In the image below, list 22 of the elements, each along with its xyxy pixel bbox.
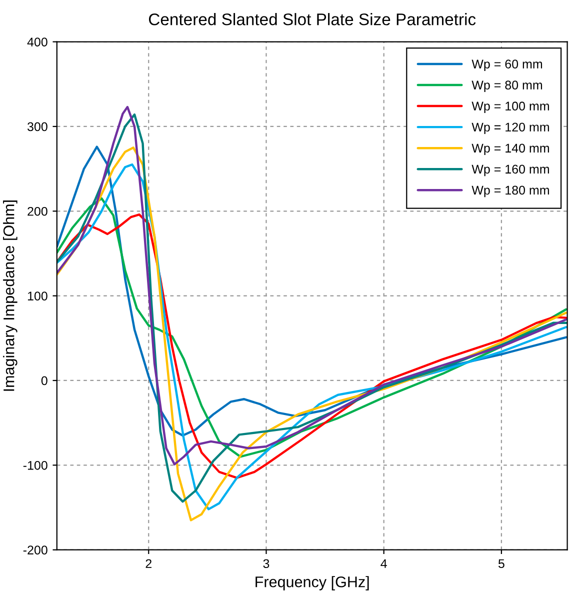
- chart-title: Centered Slanted Slot Plate Size Parametric: [148, 13, 476, 26]
- y-tick-label: 300: [27, 122, 48, 132]
- x-tick-label: 5: [498, 559, 504, 568]
- y-tick-label: 200: [28, 206, 48, 216]
- legend-label: Wp = 80 mm: [472, 80, 542, 92]
- x-tick-label: 3: [263, 559, 270, 568]
- y-tick-label: 100: [28, 292, 48, 300]
- y-tick-label: -100: [23, 460, 48, 470]
- y-tick-label: 0: [41, 376, 48, 386]
- legend-label: Wp = 120 mm: [472, 122, 549, 134]
- y-tick-label: 400: [27, 38, 48, 46]
- y-axis-title: Imaginary Impedance [Ohm]: [3, 200, 18, 391]
- x-tick-label: 2: [146, 559, 152, 568]
- legend-label: Wp = 140 mm: [472, 144, 549, 156]
- legend-label: Wp = 160 mm: [472, 164, 549, 176]
- legend-label: Wp = 60 mm: [472, 60, 542, 71]
- y-tick-label: -200: [23, 546, 48, 554]
- legend-label: Wp = 100 mm: [472, 102, 549, 113]
- x-axis-title: Frequency [GHz]: [256, 576, 369, 590]
- x-tick-label: 4: [380, 559, 387, 568]
- legend-label: Wp = 180 mm: [472, 186, 549, 198]
- line-series: [56, 146, 568, 437]
